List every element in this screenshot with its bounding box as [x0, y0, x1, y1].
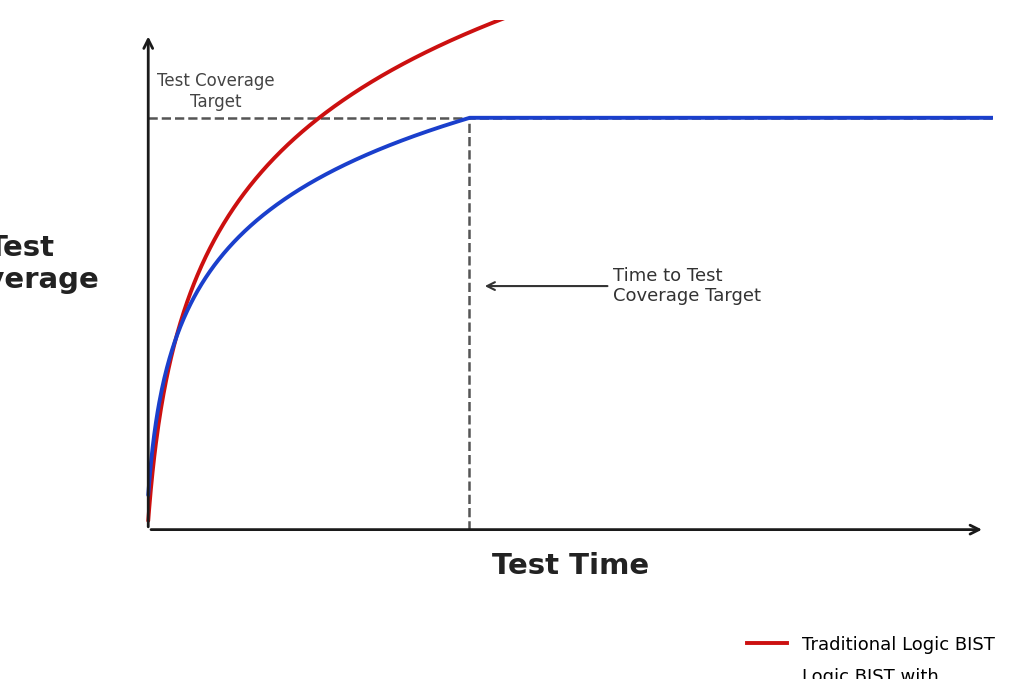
- Legend: Traditional Logic BIST, Logic BIST with
Observation Scan: Traditional Logic BIST, Logic BIST with …: [740, 629, 1001, 679]
- Text: Test
Coverage: Test Coverage: [0, 234, 99, 294]
- Text: Time to Test
Coverage Target: Time to Test Coverage Target: [487, 267, 761, 306]
- Text: Test Time: Test Time: [493, 552, 649, 580]
- Text: Test Coverage
Target: Test Coverage Target: [157, 73, 274, 111]
